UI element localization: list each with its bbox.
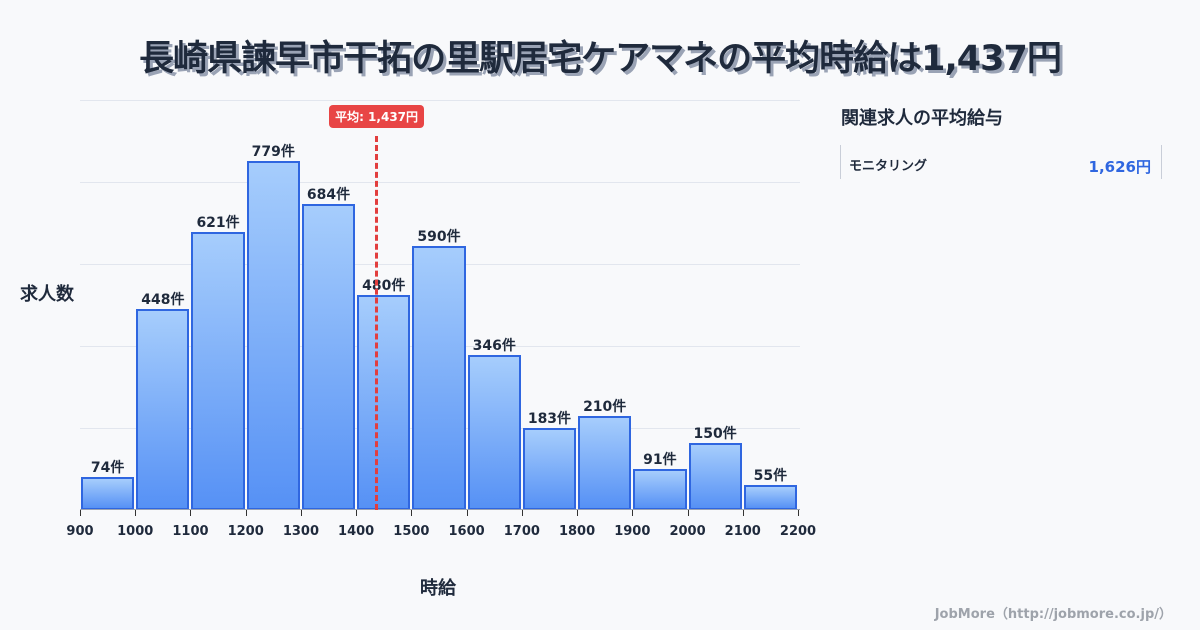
histogram-bar xyxy=(688,442,742,510)
histogram-bar xyxy=(633,469,687,510)
x-tick xyxy=(521,510,523,516)
footer-credit: JobMore（http://jobmore.co.jp/） xyxy=(934,607,1172,622)
bar-value-label: 55件 xyxy=(753,468,788,485)
x-tick-label: 2000 xyxy=(669,524,706,539)
bar-value-label: 346件 xyxy=(472,337,516,354)
bar-value-label: 210件 xyxy=(583,398,627,415)
bar-value-label: 480件 xyxy=(362,277,406,294)
bar-value-label: 684件 xyxy=(306,186,351,203)
x-tick-label: 1100 xyxy=(172,524,209,539)
average-badge: 平均: 1,437円 xyxy=(329,105,425,128)
page-title: 長崎県諫早市干拓の里駅居宅ケアマネの平均時給は1,437円 xyxy=(139,39,1062,79)
bar-value-label: 91件 xyxy=(643,452,677,469)
bar-value-label: 150件 xyxy=(693,425,737,442)
x-tick xyxy=(577,510,579,516)
histogram-bar xyxy=(357,294,411,510)
histogram-bar xyxy=(301,203,356,510)
x-tick xyxy=(80,510,81,516)
x-tick-label: 1300 xyxy=(282,524,320,539)
bar-value-label: 74件 xyxy=(90,459,125,476)
x-tick xyxy=(742,510,744,516)
bar-value-label: 779件 xyxy=(251,143,295,160)
x-tick xyxy=(798,510,799,516)
x-tick xyxy=(356,510,358,516)
histogram-bar xyxy=(522,428,577,510)
x-tick-label: 1200 xyxy=(227,524,264,539)
x-tick-label: 2200 xyxy=(779,524,817,539)
x-tick-label: 1600 xyxy=(448,524,485,539)
histogram-bar xyxy=(136,309,190,510)
related-job-name: モニタリング xyxy=(849,159,928,174)
bar-value-label: 448件 xyxy=(141,292,185,309)
histogram-bar xyxy=(246,160,300,510)
histogram-bar xyxy=(578,415,632,510)
gridline xyxy=(80,100,800,101)
x-tick xyxy=(135,510,137,516)
x-tick-label: 1700 xyxy=(503,524,540,539)
y-axis-label: 求人数 xyxy=(20,284,74,305)
histogram-bar xyxy=(81,476,135,510)
related-salary-title: 関連求人の平均給与 xyxy=(841,108,1003,129)
x-tick-label: 2100 xyxy=(724,524,761,539)
histogram-bar xyxy=(743,485,797,510)
x-tick-label: 1000 xyxy=(117,524,154,539)
histogram-bar xyxy=(467,354,521,510)
x-tick-label: 1400 xyxy=(338,524,375,539)
related-salary-row: モニタリング 1,626円 xyxy=(840,145,1162,179)
x-tick-label: 900 xyxy=(66,524,94,539)
histogram-bar xyxy=(412,245,466,510)
gridline xyxy=(80,182,800,183)
x-tick xyxy=(632,510,634,516)
x-tick xyxy=(687,510,689,516)
x-tick-label: 1500 xyxy=(393,524,430,539)
x-tick-label: 1800 xyxy=(558,524,596,539)
x-tick xyxy=(190,510,192,516)
x-axis-label: 時給 xyxy=(420,578,456,599)
x-axis-line xyxy=(80,509,800,510)
bar-value-label: 183件 xyxy=(527,411,572,427)
x-tick xyxy=(300,510,302,516)
bar-value-label: 621件 xyxy=(196,214,240,231)
x-tick xyxy=(245,510,247,516)
related-job-salary: 1,626円 xyxy=(1088,158,1151,176)
x-tick xyxy=(466,510,468,516)
x-tick xyxy=(411,510,413,516)
histogram-bar xyxy=(191,231,245,510)
average-line xyxy=(375,136,379,510)
bar-value-label: 590件 xyxy=(417,228,461,245)
x-tick-label: 1900 xyxy=(614,524,651,539)
histogram-plot: 74件 448件 621件 779件 684件 480件 590件 346件 183件 210件 9… xyxy=(80,100,800,510)
